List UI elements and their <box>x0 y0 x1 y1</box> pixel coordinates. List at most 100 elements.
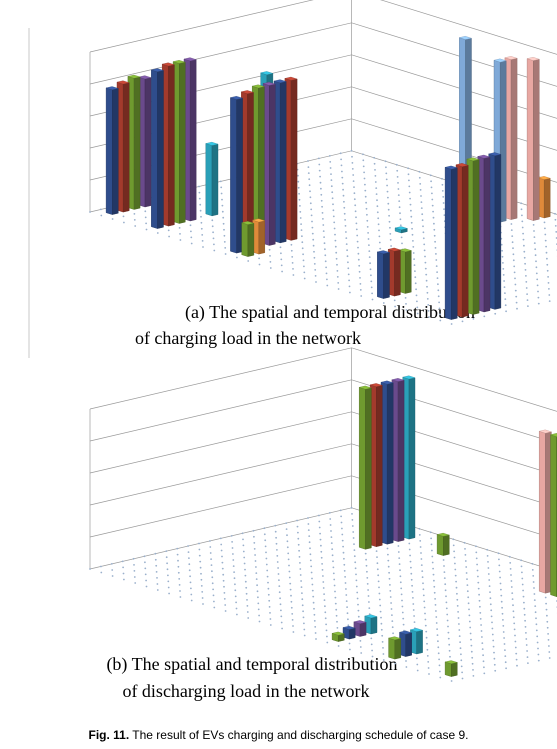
floor-dot <box>421 213 424 216</box>
floor-dot <box>426 298 429 300</box>
bar-side <box>494 154 502 310</box>
floor-dot <box>371 292 373 295</box>
floor-dot <box>343 563 346 566</box>
floor-dot <box>232 559 235 561</box>
floor-dot <box>521 571 523 574</box>
floor-dot <box>458 623 460 625</box>
floor-dot <box>268 599 271 602</box>
floor-dot <box>242 544 245 547</box>
floor-dot <box>318 169 321 172</box>
bar-top <box>388 636 402 641</box>
floor-dot <box>287 558 290 561</box>
floor-dot <box>267 581 269 584</box>
bar <box>138 75 152 208</box>
floor-dot <box>459 647 462 650</box>
floor-dot <box>455 580 457 583</box>
floor-dot <box>425 273 428 276</box>
floor-dot <box>89 568 91 570</box>
floor-dot <box>352 180 355 183</box>
floor-dot <box>533 242 536 245</box>
floor-dot <box>265 551 267 554</box>
floor-dot <box>291 619 294 621</box>
floor-dot <box>368 250 371 253</box>
floor-dot <box>345 594 348 596</box>
floor-dot <box>547 639 550 641</box>
bar-side <box>483 156 491 313</box>
floor-dot <box>510 229 513 232</box>
floor-dot <box>445 607 448 610</box>
floor-dot <box>509 562 512 564</box>
floor-dot <box>367 595 370 597</box>
floor-dot <box>515 652 518 655</box>
bar-top <box>331 631 345 636</box>
floor-dot <box>468 608 470 611</box>
bar <box>240 90 255 251</box>
floor-dot <box>384 160 387 163</box>
floor-dot <box>371 298 374 301</box>
floor-dot <box>322 575 324 577</box>
floor-dot <box>221 555 223 558</box>
floor-dot <box>247 260 250 262</box>
floor-dot <box>179 590 181 592</box>
floor-dot <box>503 280 505 282</box>
floor-dot <box>388 220 391 223</box>
figure-caption-label: Fig. 11. <box>88 728 130 742</box>
floor-dot <box>391 614 393 616</box>
floor-dot <box>387 565 390 568</box>
floor-dot <box>298 556 301 558</box>
floor-dot <box>389 596 392 598</box>
floor-dot <box>413 258 415 260</box>
bar-side <box>394 249 401 297</box>
floor-dot <box>512 610 515 613</box>
floor-dot <box>516 664 518 667</box>
floor-dot <box>111 569 114 571</box>
floor-dot <box>223 228 225 231</box>
floor-dot <box>223 234 226 237</box>
floor-dot <box>275 536 277 539</box>
floor-dot <box>368 613 371 615</box>
bar-front <box>359 387 366 550</box>
floor-dot <box>201 240 204 242</box>
bar-top <box>537 176 551 180</box>
floor-dot <box>348 642 351 645</box>
floor-dot <box>493 651 495 654</box>
floor-dot <box>439 670 441 673</box>
floor-dot <box>335 614 338 617</box>
floor-dot <box>454 568 457 571</box>
floor-dot <box>396 176 399 178</box>
floor-dot <box>502 625 505 627</box>
floor-dot <box>252 529 255 532</box>
bar-front <box>539 430 546 594</box>
floor-dot <box>510 580 513 582</box>
floor-dot <box>410 572 413 575</box>
floor-dot <box>439 313 441 316</box>
floor-dot <box>505 310 507 313</box>
floor-dot <box>500 588 502 591</box>
gridline <box>89 411 557 476</box>
floor-dot <box>535 260 537 263</box>
floor-dot <box>434 240 436 243</box>
floor-dot <box>537 659 540 662</box>
floor-dot <box>445 595 447 598</box>
floor-dot <box>407 173 410 176</box>
bar <box>376 250 391 299</box>
floor-dot <box>376 562 379 565</box>
floor-dot <box>422 231 425 234</box>
floor-dot <box>177 571 180 574</box>
floor-dot <box>351 525 354 527</box>
floor-dot <box>223 585 225 588</box>
floor-dot <box>314 275 317 277</box>
chart-charging: (a) The spatial and temporal distributio… <box>89 0 557 348</box>
floor-dot <box>320 199 323 202</box>
floor-dot <box>431 555 434 558</box>
floor-dot <box>318 157 320 160</box>
floor-dot <box>292 625 294 627</box>
floor-dot <box>323 593 325 595</box>
floor-dot <box>421 570 424 572</box>
floor-dot <box>501 612 504 615</box>
floor-dot <box>155 564 158 567</box>
gridline <box>89 347 557 412</box>
floor-dot <box>353 192 356 195</box>
floor-dot <box>320 556 323 559</box>
bar-side <box>290 78 298 241</box>
